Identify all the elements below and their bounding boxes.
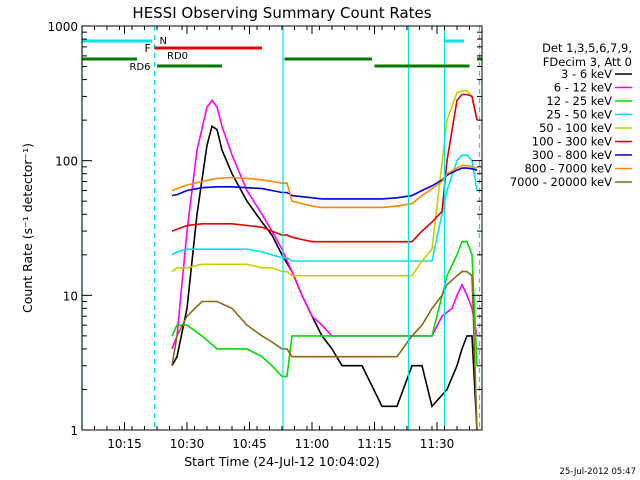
legend-header-2: FDecim 3, Att 0 [543, 55, 632, 69]
y-axis-label: Count Rate (s⁻¹ detector⁻¹) [20, 143, 35, 313]
series-line-4 [171, 90, 478, 277]
timestamp: 25-Jul-2012 05:47 [559, 467, 636, 477]
legend-item-label-8: 7000 - 20000 keV [510, 175, 612, 189]
flag-label-rd0: RD0 [167, 51, 188, 62]
flag-label-f: F [145, 42, 151, 55]
plot-frame [81, 25, 483, 431]
legend-item-label-2: 12 - 25 keV [546, 94, 612, 108]
y-tick-label-1: 10 [63, 289, 78, 303]
x-axis-label: Start Time (24-Jul-12 10:04:02) [184, 454, 380, 469]
x-tick-label-2: 10:45 [232, 437, 267, 451]
x-tick-label-1: 10:30 [170, 437, 205, 451]
legend-item-label-4: 50 - 100 keV [539, 121, 612, 135]
series-line-1 [171, 99, 478, 350]
x-tick-label-0: 10:15 [107, 437, 142, 451]
legend-item-label-0: 3 - 6 keV [561, 67, 612, 81]
flag-label-n: N [160, 36, 167, 47]
series-line-5 [171, 93, 478, 243]
legend-item-label-1: 6 - 12 keV [554, 81, 612, 95]
legend-header-1: Det 1,3,5,6,7,9, [542, 41, 632, 55]
series-line-2 [171, 240, 478, 378]
x-tick-label-4: 11:15 [357, 437, 392, 451]
flag-label-rd6: RD6 [130, 62, 151, 73]
legend-item-label-5: 100 - 300 keV [532, 135, 612, 149]
legend-item-label-7: 800 - 7000 keV [524, 162, 612, 176]
x-tick-label-3: 11:00 [295, 437, 330, 451]
y-tick-label-0: 1 [70, 424, 78, 438]
legend-item-label-6: 300 - 800 keV [532, 148, 612, 162]
legend-item-label-3: 25 - 50 keV [546, 108, 612, 122]
series-line-0 [171, 125, 478, 431]
chart-title: HESSI Observing Summary Count Rates [132, 4, 431, 22]
y-tick-label-2: 100 [55, 155, 78, 169]
y-tick-label-3: 1000 [47, 20, 78, 34]
series-line-7 [171, 164, 478, 209]
x-tick-label-5: 11:30 [420, 437, 455, 451]
series-line-6 [171, 167, 478, 200]
series-line-8 [171, 270, 478, 431]
